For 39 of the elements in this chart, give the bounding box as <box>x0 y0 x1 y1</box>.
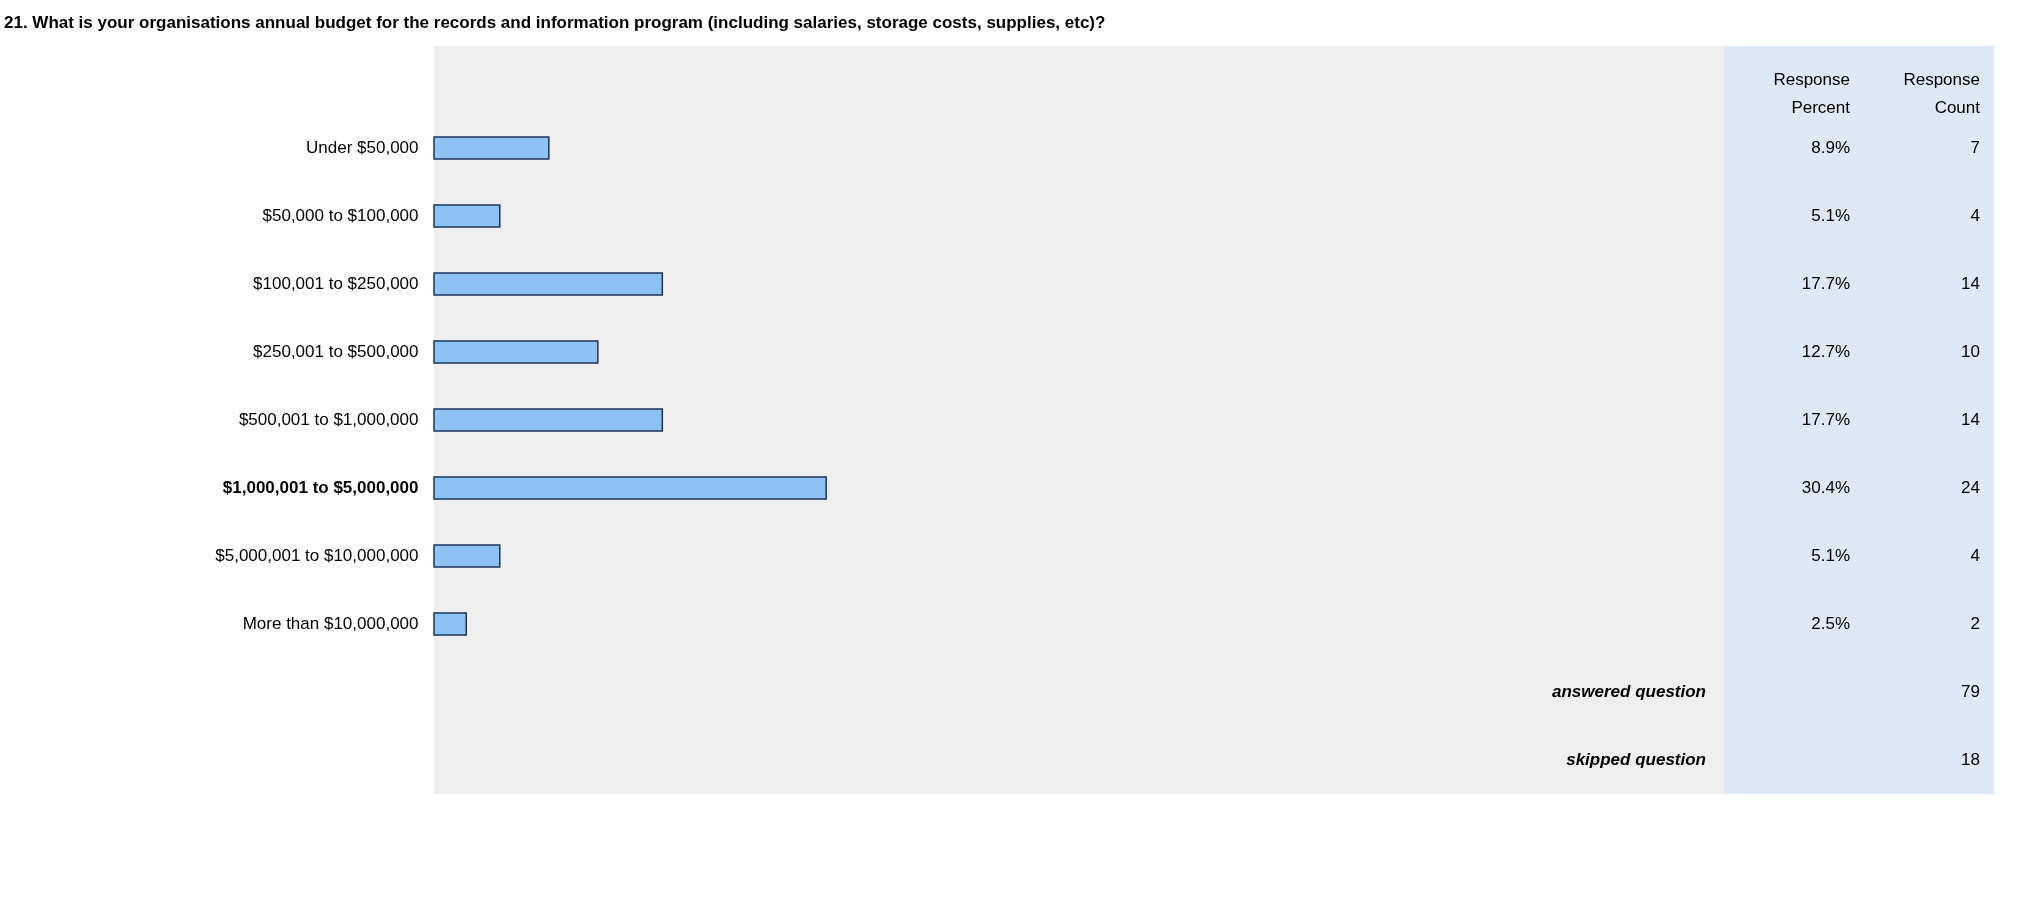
text: Response Count <box>1903 70 1981 117</box>
y-tick-label: $50,000 to $100,000 <box>262 206 419 225</box>
data-label: 30.4% <box>1801 478 1850 497</box>
y-tick-label: $500,001 to $1,000,000 <box>238 410 419 429</box>
bar <box>433 612 467 636</box>
bar <box>433 408 664 432</box>
y-tick-label: Under $50,000 <box>306 138 419 157</box>
y-tick-label: $100,001 to $250,000 <box>253 274 419 293</box>
data-label: 5.1% <box>1811 546 1850 565</box>
y-tick-label: $1,000,001 to $5,000,000 <box>222 478 419 497</box>
text: 4 <box>1970 206 1980 225</box>
bar <box>433 476 827 500</box>
bar <box>433 544 501 568</box>
chart-title: 21. What is your organisations annual budget for the records and information program (including salaries, storage costs, supplies, etc)? <box>4 13 1106 32</box>
text: 2 <box>1970 614 1980 633</box>
bar <box>433 204 501 228</box>
text: 4 <box>1970 546 1980 565</box>
data-label: 17.7% <box>1801 410 1850 429</box>
data-label: 8.9% <box>1811 138 1850 157</box>
text: 18 <box>1961 750 1980 769</box>
text: skipped question <box>1566 750 1706 769</box>
text: 10 <box>1961 342 1980 361</box>
y-tick-label: $250,001 to $500,000 <box>253 342 419 361</box>
data-label: 5.1% <box>1811 206 1850 225</box>
text: 7 <box>1970 138 1980 157</box>
text: 14 <box>1961 410 1980 429</box>
data-label: 12.7% <box>1801 342 1850 361</box>
text: answered question <box>1552 682 1706 701</box>
y-tick-label: $5,000,001 to $10,000,000 <box>215 546 419 565</box>
bar <box>433 340 599 364</box>
text: 79 <box>1961 682 1980 701</box>
bar <box>433 272 664 296</box>
text: 24 <box>1961 478 1980 497</box>
data-label: 2.5% <box>1811 614 1850 633</box>
text: 14 <box>1961 274 1980 293</box>
y-tick-label: More than $10,000,000 <box>242 614 419 633</box>
bar <box>433 136 550 160</box>
data-label: 17.7% <box>1801 274 1850 293</box>
text: Response Percent <box>1773 70 1851 117</box>
